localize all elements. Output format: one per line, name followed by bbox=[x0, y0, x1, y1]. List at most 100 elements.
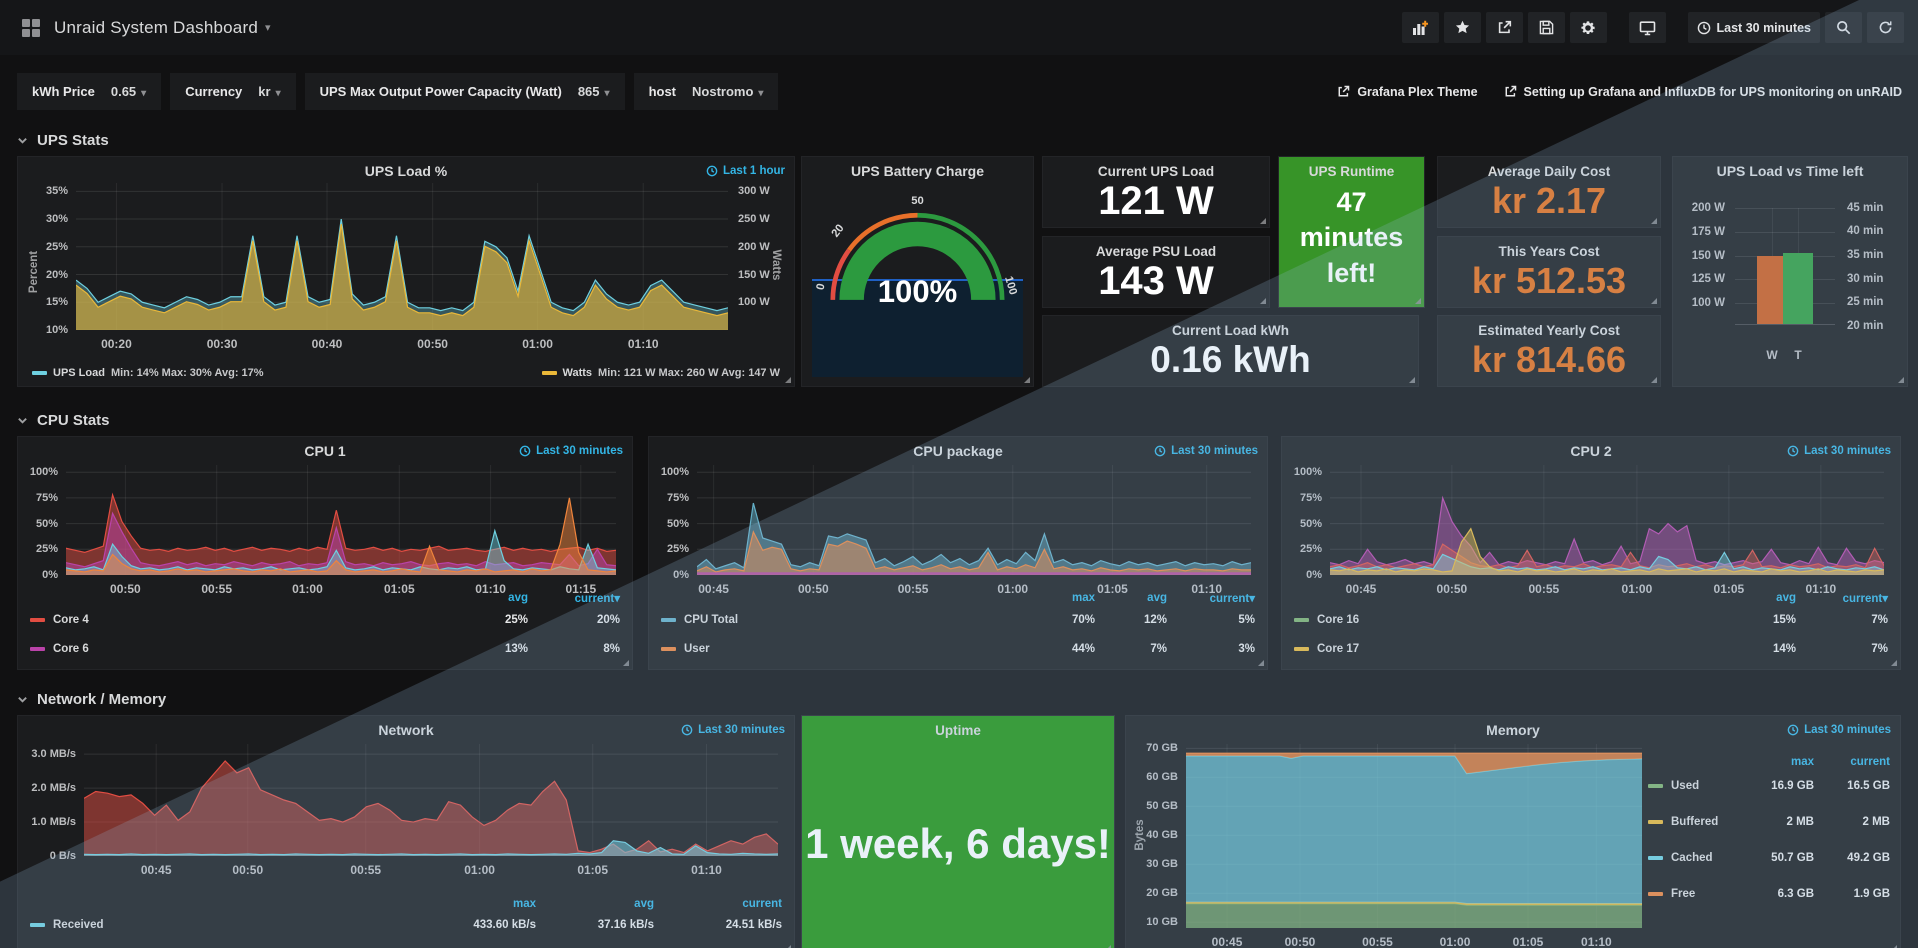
legend-col-current[interactable]: current▾ bbox=[574, 593, 620, 605]
time-range-badge[interactable]: Last 30 minutes bbox=[681, 724, 785, 736]
time-range-badge[interactable]: Last 30 minutes bbox=[1787, 724, 1891, 736]
legend-col-max[interactable]: max bbox=[1790, 756, 1814, 768]
legend-row[interactable]: Core 6 13% 8% bbox=[30, 634, 620, 663]
clock-icon bbox=[1697, 21, 1710, 34]
legend-row[interactable]: CPU Total 70% 12% 5% bbox=[661, 605, 1255, 634]
section-header-network-memory[interactable]: Network / Memory bbox=[0, 683, 1918, 715]
time-range-badge[interactable]: Last 30 minutes bbox=[519, 445, 623, 457]
cpu2-chart: 100% 75% 50% 25% 0% 00:45 00:50 00:55 01:00 01:05… bbox=[1294, 465, 1884, 596]
search-button[interactable] bbox=[1825, 12, 1862, 43]
legend-col-current[interactable]: current bbox=[1850, 756, 1890, 768]
clock-icon bbox=[1787, 445, 1799, 457]
panel-cpu1: CPU 1 Last 30 minutes 100% 75% 50% 25% 0% 00:… bbox=[17, 436, 633, 670]
clock-icon bbox=[706, 165, 718, 177]
variable-host: host Nostromo ▾ bbox=[633, 73, 779, 110]
tv-mode-button[interactable] bbox=[1628, 12, 1666, 43]
dashboard-title[interactable]: Unraid System Dashboard bbox=[54, 17, 258, 37]
time-range-badge[interactable]: Last 30 minutes bbox=[1154, 445, 1258, 457]
variable-value-dropdown[interactable]: Nostromo ▾ bbox=[692, 84, 764, 99]
bar-T bbox=[1783, 253, 1813, 325]
panel-average-daily-cost: Average Daily Cost kr 2.17 bbox=[1437, 156, 1661, 228]
panel-title[interactable]: UPS Battery Charge bbox=[850, 163, 985, 179]
variable-value-dropdown[interactable]: kr ▾ bbox=[258, 84, 281, 99]
panel-title[interactable]: UPS Load % bbox=[364, 163, 448, 179]
row-cpu-stats: CPU 1 Last 30 minutes 100% 75% 50% 25% 0% 00:… bbox=[0, 436, 1918, 670]
legend-col-current[interactable]: current▾ bbox=[1209, 593, 1255, 605]
time-range-badge[interactable]: Last 30 minutes bbox=[1787, 445, 1891, 457]
panel-ups-battery-charge: UPS Battery Charge 0 20 50 100 100% bbox=[801, 156, 1034, 387]
panel-title[interactable]: Uptime bbox=[935, 723, 981, 738]
panel-title[interactable]: Memory bbox=[1486, 722, 1540, 738]
gauge-tick: 50 bbox=[911, 195, 924, 207]
variable-value-dropdown[interactable]: 0.65 ▾ bbox=[110, 84, 147, 99]
legend-item-ups-load[interactable]: UPS Load Min: 14% Max: 30% Avg: 17% bbox=[32, 367, 264, 379]
dashboard-links: Grafana Plex Theme Setting up Grafana an… bbox=[1337, 85, 1902, 99]
variable-label: Currency bbox=[185, 84, 243, 99]
panel-title[interactable]: Current Load kWh bbox=[1172, 323, 1289, 338]
star-button[interactable] bbox=[1443, 12, 1481, 43]
legend: UPS Load Min: 14% Max: 30% Avg: 17% Watt… bbox=[32, 367, 780, 379]
legend-row[interactable]: User 44% 7% 3% bbox=[661, 634, 1255, 663]
legend-col-avg[interactable]: avg bbox=[634, 898, 654, 910]
section-header-cpu-stats[interactable]: CPU Stats bbox=[0, 404, 1918, 436]
link-grafana-plex-theme[interactable]: Grafana Plex Theme bbox=[1337, 85, 1478, 99]
settings-button[interactable] bbox=[1569, 12, 1607, 43]
legend-col-max[interactable]: max bbox=[1071, 592, 1095, 604]
legend-row[interactable]: Sent 2.80 MB/s1.12 MB/s172.08 kB/s bbox=[30, 939, 782, 948]
panel-title[interactable]: Network bbox=[378, 722, 434, 738]
legend-item-watts[interactable]: Watts Min: 121 W Max: 260 W Avg: 147 W bbox=[541, 367, 780, 379]
bar-W bbox=[1757, 255, 1787, 325]
section-header-ups-stats[interactable]: UPS Stats bbox=[0, 124, 1918, 156]
gear-icon bbox=[1581, 20, 1595, 34]
legend-col-max[interactable]: max bbox=[512, 898, 536, 910]
external-link-icon bbox=[1505, 85, 1516, 97]
bar-label: W bbox=[1766, 348, 1778, 362]
panel-title[interactable]: CPU 2 bbox=[1570, 443, 1612, 459]
refresh-button[interactable] bbox=[1867, 12, 1904, 43]
bar-label: T bbox=[1794, 348, 1802, 362]
legend-row[interactable]: Received 433.60 kB/s 37.16 kB/s 24.51 kB/s bbox=[30, 910, 782, 939]
panel-title[interactable]: Average Daily Cost bbox=[1487, 164, 1611, 179]
legend-row[interactable]: Core 17 14% 7% bbox=[1294, 634, 1888, 663]
variable-value-dropdown[interactable]: 865 ▾ bbox=[577, 84, 610, 99]
legend-col-current[interactable]: current bbox=[742, 898, 782, 910]
variable-label: kWh Price bbox=[32, 84, 95, 99]
time-range-label: Last 30 minutes bbox=[1716, 20, 1811, 35]
add-panel-button[interactable] bbox=[1401, 12, 1439, 43]
link-grafana-influxdb-guide[interactable]: Setting up Grafana and InfluxDB for UPS … bbox=[1504, 85, 1902, 99]
gauge-value: 100% bbox=[878, 274, 957, 309]
legend-row[interactable]: Core 4 25% 20% bbox=[30, 605, 620, 634]
chevron-down-icon[interactable]: ▾ bbox=[264, 22, 271, 34]
legend-row[interactable]: Free 6.3 GB 1.9 GB bbox=[1648, 876, 1890, 912]
panel-title[interactable]: CPU 1 bbox=[304, 443, 346, 459]
legend-row[interactable]: Core 16 15% 7% bbox=[1294, 605, 1888, 634]
legend-col-avg[interactable]: avg bbox=[508, 592, 528, 604]
legend-row[interactable]: Used 16.9 GB 16.5 GB bbox=[1648, 768, 1890, 804]
refresh-icon bbox=[1879, 21, 1892, 34]
panel-title[interactable]: Average PSU Load bbox=[1095, 244, 1217, 259]
dashboard-submenu: kWh Price 0.65 ▾ Currency kr ▾ UPS Max Out… bbox=[17, 73, 1918, 110]
save-button[interactable] bbox=[1527, 12, 1565, 43]
panel-cpu2: CPU 2 Last 30 minutes 100% 75% 50% 25% 0% 00:… bbox=[1281, 436, 1901, 670]
dashboard-grid-icon[interactable] bbox=[22, 18, 40, 37]
panel-title[interactable]: Current UPS Load bbox=[1097, 164, 1215, 179]
legend-row[interactable]: Buffered 2 MB 2 MB bbox=[1648, 804, 1890, 840]
panel-title[interactable]: CPU package bbox=[913, 443, 1003, 459]
panel-title[interactable]: UPS Load vs Time left bbox=[1716, 163, 1864, 179]
legend-col-current[interactable]: current▾ bbox=[1842, 593, 1888, 605]
panel-network: Network Last 30 minutes 3.0 MB/s 2.0 MB/s… bbox=[17, 715, 795, 948]
time-range-badge[interactable]: Last 1 hour bbox=[706, 165, 785, 177]
panel-title[interactable]: Estimated Yearly Cost bbox=[1478, 323, 1620, 338]
legend-col-avg[interactable]: avg bbox=[1147, 592, 1167, 604]
time-range-picker[interactable]: Last 30 minutes bbox=[1687, 12, 1820, 43]
navbar: Unraid System Dashboard ▾ bbox=[0, 0, 1918, 55]
share-button[interactable] bbox=[1485, 12, 1523, 43]
panel-title[interactable]: UPS Runtime bbox=[1308, 164, 1395, 179]
series-swatch bbox=[1648, 784, 1663, 788]
legend-row[interactable]: Cached 50.7 GB 49.2 GB bbox=[1648, 840, 1890, 876]
star-icon bbox=[1455, 20, 1469, 34]
gauge-tick: 100 bbox=[1002, 275, 1019, 296]
legend-col-avg[interactable]: avg bbox=[1776, 592, 1796, 604]
panel-title[interactable]: This Years Cost bbox=[1498, 244, 1600, 259]
